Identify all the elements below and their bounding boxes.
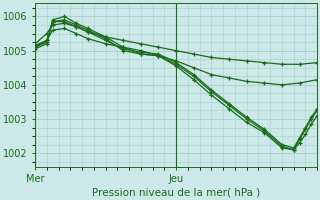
X-axis label: Pression niveau de la mer( hPa ): Pression niveau de la mer( hPa ): [92, 187, 260, 197]
